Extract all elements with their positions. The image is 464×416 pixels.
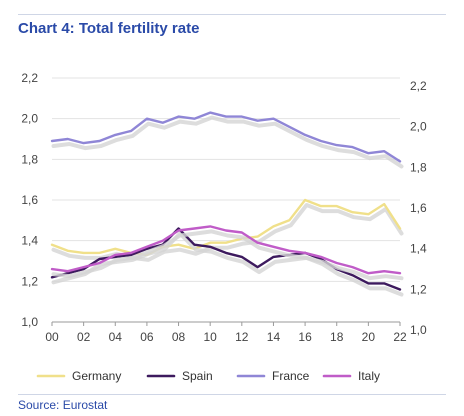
x-tick-label: 00 <box>45 330 59 344</box>
y-right-tick-label: 2,0 <box>410 120 427 134</box>
x-tick-label: 14 <box>267 330 281 344</box>
x-tick-label: 22 <box>393 330 407 344</box>
y-left-tick-label: 2,2 <box>21 71 38 85</box>
legend-label-france: France <box>272 369 310 383</box>
x-tick-label: 02 <box>77 330 91 344</box>
y-left-tick-label: 2,0 <box>21 112 38 126</box>
x-tick-label: 12 <box>235 330 249 344</box>
source-note: Source: Eurostat <box>18 398 108 412</box>
x-tick-label: 16 <box>298 330 312 344</box>
x-tick-label: 20 <box>362 330 376 344</box>
series-shadow-italy <box>51 229 404 281</box>
series-line-italy <box>50 225 402 275</box>
bottom-divider <box>18 394 446 395</box>
y-left-tick-label: 1,8 <box>21 152 38 166</box>
series-line-france <box>50 111 402 163</box>
legend-label-germany: Germany <box>72 369 121 383</box>
x-tick-label: 06 <box>140 330 154 344</box>
y-right-tick-label: 1,4 <box>410 242 427 256</box>
y-right-tick-label: 1,6 <box>410 201 427 215</box>
x-tick-label: 10 <box>204 330 218 344</box>
series-line-germany <box>50 198 402 257</box>
y-right-tick-label: 1,2 <box>410 282 427 296</box>
top-divider <box>18 14 446 15</box>
y-right-tick-label: 1,8 <box>410 160 427 174</box>
y-left-tick-label: 1,2 <box>21 274 38 288</box>
x-tick-label: 04 <box>109 330 123 344</box>
y-right-tick-label: 1,0 <box>410 323 427 337</box>
y-left-tick-label: 1,6 <box>21 193 38 207</box>
y-right-tick-label: 2,2 <box>410 79 427 93</box>
series-shadow-germany <box>51 203 404 262</box>
x-tick-label: 08 <box>172 330 186 344</box>
y-left-tick-label: 1,4 <box>21 234 38 248</box>
y-left-tick-label: 1,0 <box>21 315 38 329</box>
series-shadow-france <box>51 115 404 169</box>
x-tick-label: 18 <box>330 330 344 344</box>
legend-label-spain: Spain <box>182 369 213 383</box>
legend-label-italy: Italy <box>358 369 380 383</box>
chart-title: Chart 4: Total fertility rate <box>18 20 200 37</box>
